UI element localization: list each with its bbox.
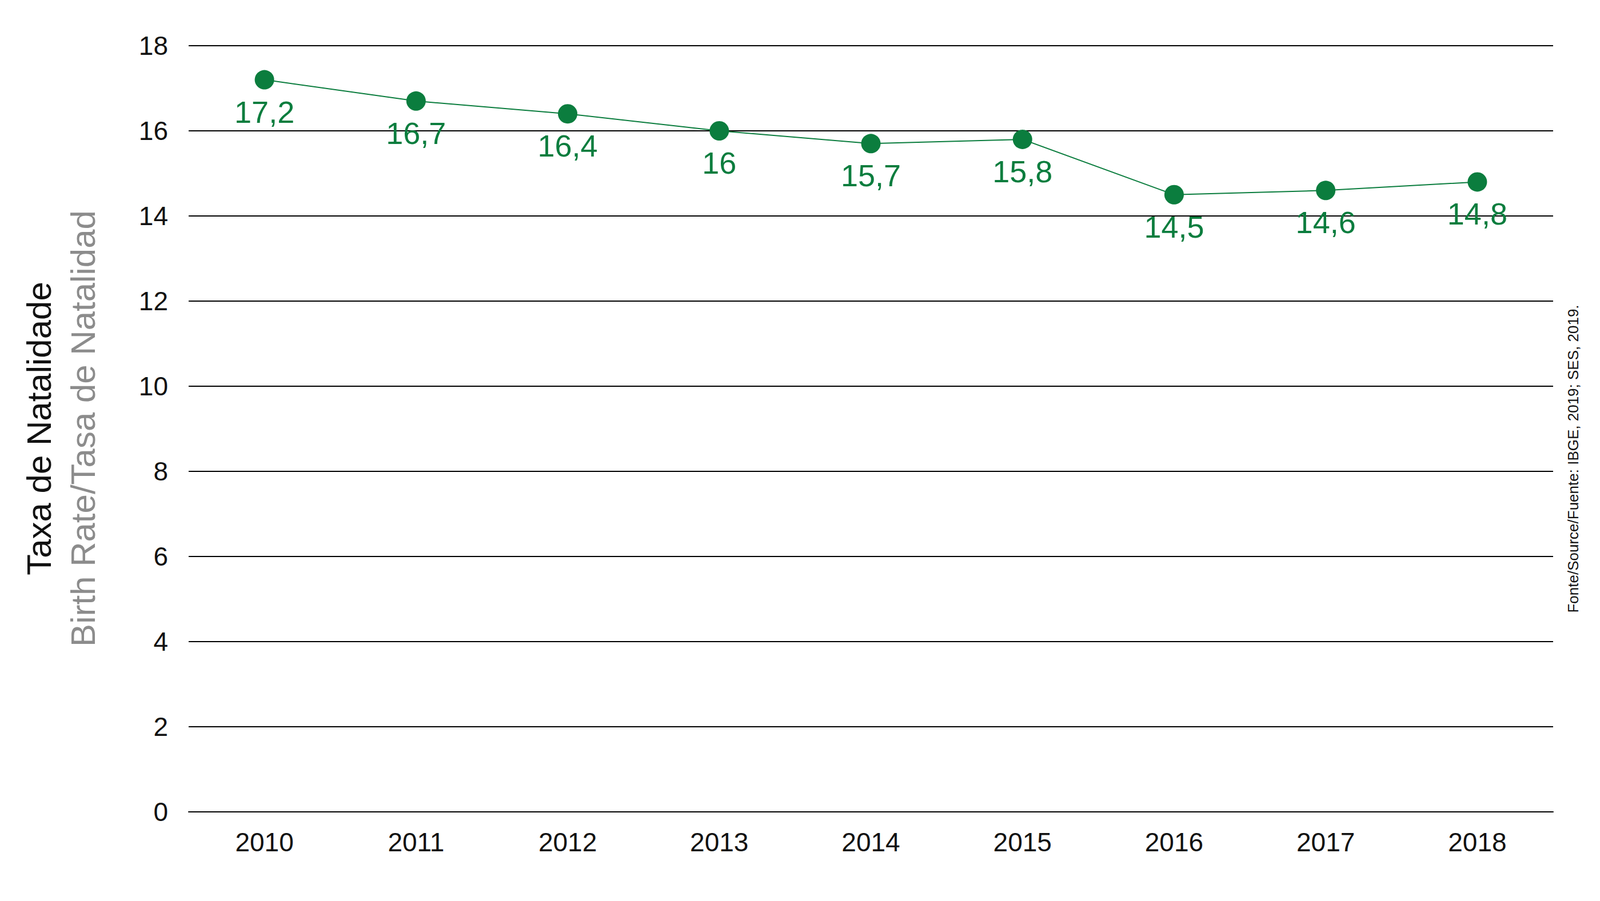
- svg-text:Birth Rate/Tasa de Natalidad: Birth Rate/Tasa de Natalidad: [64, 210, 103, 648]
- svg-text:16,7: 16,7: [385, 116, 446, 151]
- svg-text:14,8: 14,8: [1447, 196, 1508, 231]
- svg-text:8: 8: [153, 456, 169, 487]
- svg-text:4: 4: [153, 627, 169, 657]
- svg-text:14: 14: [138, 201, 169, 231]
- svg-text:10: 10: [138, 371, 169, 402]
- svg-text:2011: 2011: [387, 827, 445, 858]
- svg-text:2012: 2012: [538, 827, 597, 858]
- svg-text:12: 12: [138, 286, 169, 317]
- svg-text:2013: 2013: [689, 827, 749, 858]
- svg-text:16: 16: [138, 116, 169, 146]
- svg-text:16: 16: [701, 145, 737, 181]
- svg-text:14,5: 14,5: [1143, 209, 1204, 245]
- svg-text:Taxa de Natalidade: Taxa de Natalidade: [20, 281, 59, 576]
- svg-text:16,4: 16,4: [537, 128, 598, 163]
- svg-text:0: 0: [153, 797, 169, 828]
- svg-text:2014: 2014: [841, 827, 900, 858]
- svg-text:17,2: 17,2: [234, 94, 295, 130]
- svg-text:2016: 2016: [1144, 827, 1204, 858]
- svg-text:Fonte/Source/Fuente: IBGE, 201: Fonte/Source/Fuente: IBGE, 2019; SES, 20…: [1564, 304, 1582, 613]
- svg-text:18: 18: [138, 30, 169, 61]
- svg-text:15,7: 15,7: [840, 158, 901, 193]
- svg-text:14,6: 14,6: [1295, 205, 1356, 240]
- svg-text:2017: 2017: [1296, 827, 1355, 858]
- svg-text:2018: 2018: [1447, 827, 1507, 858]
- svg-text:15,8: 15,8: [992, 154, 1053, 189]
- svg-text:2010: 2010: [234, 827, 294, 858]
- svg-text:2: 2: [153, 712, 169, 742]
- svg-text:6: 6: [153, 541, 169, 572]
- svg-text:2015: 2015: [993, 827, 1052, 858]
